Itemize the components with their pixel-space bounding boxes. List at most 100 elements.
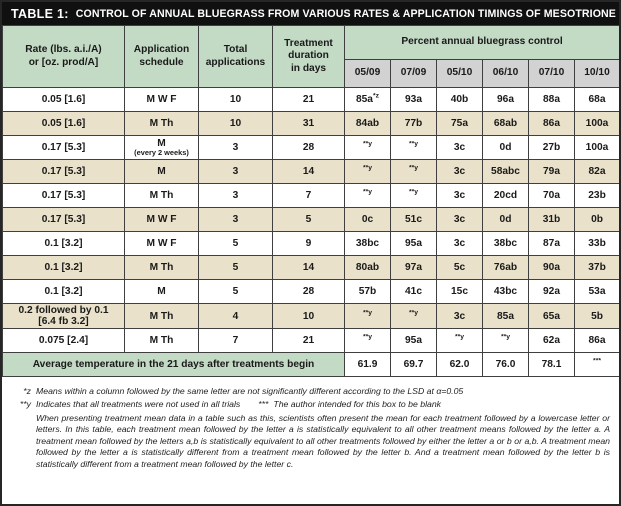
- duration-cell: 21: [272, 87, 345, 112]
- total-applications-cell: 3: [198, 135, 273, 160]
- rate-cell: 0.05 [1.6]: [2, 87, 125, 112]
- total-applications-cell: 3: [198, 159, 273, 184]
- col-header-date: 07/10: [528, 59, 575, 88]
- treatment-row: 0.17 [5.3] M Th 3 7 **y **y 3c 20cd 70a 23b: [2, 183, 619, 208]
- average-temperature-cell: 78.1: [528, 352, 575, 377]
- data-table: Rate (lbs. a.i./A) or [oz. prod/A] Appli…: [2, 25, 619, 377]
- control-value-cell: 90a: [528, 255, 575, 280]
- average-temperature-cell: 76.0: [482, 352, 529, 377]
- total-applications-cell: 5: [198, 279, 273, 304]
- control-value-cell: 33b: [573, 231, 619, 256]
- rate-cell: 0.075 [2.4]: [2, 328, 125, 353]
- control-value-cell: 68ab: [482, 111, 529, 136]
- schedule-cell: M Th: [124, 328, 199, 353]
- control-value-cell: **y: [344, 159, 391, 184]
- total-applications-cell: 7: [198, 328, 273, 353]
- control-value-cell: 96a: [482, 87, 529, 112]
- control-value-cell: 38bc: [344, 231, 391, 256]
- average-temperature-cell: 61.9: [344, 352, 391, 377]
- average-temperature-label: Average temperature in the 21 days after…: [2, 352, 345, 377]
- col-header-date: 10/10: [573, 59, 619, 88]
- control-value-cell: **y: [482, 328, 529, 353]
- control-value-cell: 43bc: [482, 279, 529, 304]
- control-value-cell: 62a: [528, 328, 575, 353]
- control-value-cell: 70a: [528, 183, 575, 208]
- control-value-cell: 85a*z: [344, 87, 391, 112]
- schedule-cell: M W F: [124, 87, 199, 112]
- total-applications-cell: 5: [198, 255, 273, 280]
- rate-cell: 0.2 followed by 0.1 [6.4 fb 3.2]: [2, 303, 125, 329]
- control-value-cell: 15c: [436, 279, 483, 304]
- treatment-row: 0.1 [3.2] M Th 5 14 80ab 97a 5c 76ab 90a 37b: [2, 255, 619, 280]
- total-applications-cell: 10: [198, 87, 273, 112]
- duration-cell: 28: [272, 279, 345, 304]
- control-value-cell: 0b: [573, 207, 619, 232]
- duration-cell: 31: [272, 111, 345, 136]
- treatment-row: 0.1 [3.2] M W F 5 9 38bc 95a 3c 38bc 87a 33b: [2, 231, 619, 256]
- control-value-cell: 53a: [573, 279, 619, 304]
- footnote-paragraph: When presenting treatment mean data in a…: [36, 412, 610, 469]
- control-value-cell: 57b: [344, 279, 391, 304]
- control-value-cell: 23b: [573, 183, 619, 208]
- treatment-row: 0.05 [1.6] M W F 10 21 85a*z 93a 40b 96a 88a 68a: [2, 87, 619, 112]
- control-value-cell: **y: [390, 135, 437, 160]
- control-value-cell: 3c: [436, 183, 483, 208]
- duration-cell: 21: [272, 328, 345, 353]
- control-value-cell: 0c: [344, 207, 391, 232]
- control-value-cell: 3c: [436, 135, 483, 160]
- col-header-percent-control: Percent annual bluegrass control: [343, 25, 619, 60]
- rate-cell: 0.05 [1.6]: [2, 111, 125, 136]
- control-value-cell: **y: [390, 159, 437, 184]
- control-value-cell: 37b: [573, 255, 619, 280]
- duration-cell: 28: [272, 135, 345, 160]
- control-value-cell: 79a: [528, 159, 575, 184]
- control-value-cell: 27b: [528, 135, 575, 160]
- control-value-cell: 38bc: [482, 231, 529, 256]
- footnotes-section: *z Means within a column followed by the…: [2, 377, 619, 470]
- control-value-cell: **y: [390, 183, 437, 208]
- col-header-rate: Rate (lbs. a.i./A) or [oz. prod/A]: [2, 25, 125, 88]
- control-value-cell: 75a: [436, 111, 483, 136]
- table-title: CONTROL OF ANNUAL BLUEGRASS FROM VARIOUS…: [75, 7, 616, 20]
- duration-cell: 14: [272, 159, 345, 184]
- average-temperature-cell: 62.0: [436, 352, 483, 377]
- control-value-cell: 40b: [436, 87, 483, 112]
- col-header-schedule: Application schedule: [124, 25, 199, 88]
- control-value-cell: 84ab: [344, 111, 391, 136]
- control-value-cell: 100a: [573, 135, 619, 160]
- control-value-cell: 51c: [390, 207, 437, 232]
- treatment-row: 0.1 [3.2] M 5 28 57b 41c 15c 43bc 92a 53a: [2, 279, 619, 304]
- footnote-z: *z Means within a column followed by the…: [10, 386, 610, 397]
- treatment-row: 0.17 [5.3] M 3 14 **y **y 3c 58abc 79a 82a: [2, 159, 619, 184]
- footnote-y: **y Indicates that all treatments were n…: [10, 399, 610, 410]
- control-value-cell: 65a: [528, 303, 575, 329]
- control-value-cell: 82a: [573, 159, 619, 184]
- average-temperature-cell: ***: [573, 352, 619, 377]
- schedule-cell: M: [124, 279, 199, 304]
- control-value-cell: 41c: [390, 279, 437, 304]
- col-header-date: 07/09: [390, 59, 437, 88]
- control-value-cell: 58abc: [482, 159, 529, 184]
- control-value-cell: 100a: [573, 111, 619, 136]
- control-value-cell: 31b: [528, 207, 575, 232]
- duration-cell: 9: [272, 231, 345, 256]
- control-value-cell: **y: [344, 303, 391, 329]
- duration-cell: 14: [272, 255, 345, 280]
- treatment-row: 0.075 [2.4] M Th 7 21 **y 95a **y **y 62a 86a: [2, 328, 619, 353]
- schedule-cell: M Th: [124, 255, 199, 280]
- table-number: TABLE 1:: [11, 6, 69, 21]
- control-value-cell: 88a: [528, 87, 575, 112]
- rate-cell: 0.1 [3.2]: [2, 279, 125, 304]
- schedule-cell: M Th: [124, 111, 199, 136]
- control-value-cell: **y: [344, 328, 391, 353]
- control-value-cell: 3c: [436, 207, 483, 232]
- footnote-blank-marker: ***: [258, 399, 269, 410]
- footnote-z-text: Means within a column followed by the sa…: [36, 386, 464, 396]
- col-header-date: 06/10: [482, 59, 529, 88]
- rate-cell: 0.17 [5.3]: [2, 183, 125, 208]
- average-temperature-row: Average temperature in the 21 days after…: [2, 352, 619, 377]
- table-title-bar: TABLE 1: CONTROL OF ANNUAL BLUEGRASS FRO…: [2, 2, 619, 25]
- footnote-y-marker: **y: [19, 399, 31, 410]
- control-value-cell: 86a: [573, 328, 619, 353]
